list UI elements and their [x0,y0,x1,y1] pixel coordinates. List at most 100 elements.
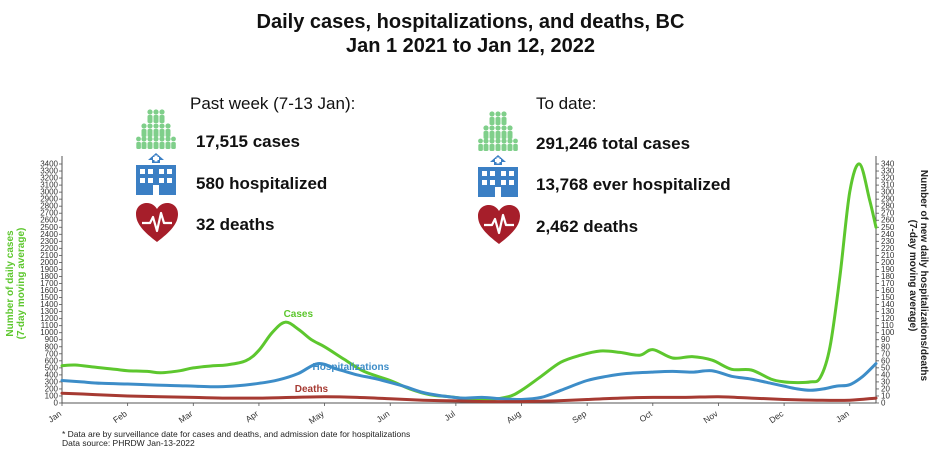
y-left-tick-label: 2100 [40,251,58,260]
series-line-hospitalizations [60,362,878,402]
x-tick-label: Sep [570,408,588,425]
y-left-tick-label: 3200 [40,174,58,183]
y-right-tick-label: 200 [881,258,895,267]
y-right-tick-label: 80 [881,342,890,351]
to-date-hospitalized: 13,768 ever hospitalized [536,175,731,194]
y-right-tick-label: 310 [881,181,895,190]
y-right-tick-label: 0 [881,399,886,408]
y-left-tick-label: 500 [45,363,59,372]
series-label-deaths: Deaths [295,384,329,395]
y-left-tick-label: 1600 [40,286,58,295]
y-left-tick-label: 100 [45,391,59,400]
y-right-tick-label: 160 [881,286,895,295]
y-right-tick-label: 60 [881,356,890,365]
y-left-tick-label: 2700 [40,209,58,218]
x-tick-label: Jun [374,408,391,424]
y-right-tick-label: 120 [881,314,895,323]
y-right-tick-label: 320 [881,174,895,183]
y-right-tick-label: 190 [881,265,895,274]
y-left-tick-label: 1500 [40,293,58,302]
y-axis-left-title: Number of daily cases(7-day moving avera… [5,228,27,340]
past-week-heading: Past week (7-13 Jan): [190,94,356,113]
y-right-tick-label: 180 [881,272,895,281]
y-right-tick-label: 270 [881,209,895,218]
y-left-tick-label: 0 [54,399,59,408]
series-label-cases: Cases [284,309,314,320]
y-right-tick-label: 40 [881,370,890,379]
x-tick-label: Jul [442,408,457,422]
x-tick-label: Mar [177,408,195,425]
heart-icon [478,205,520,244]
hospital-icon [478,155,518,197]
y-left-tick-label: 3100 [40,181,58,190]
y-right-tick-label: 220 [881,244,895,253]
y-left-tick-label: 700 [45,349,59,358]
y-right-tick-label: 130 [881,307,895,316]
y-right-tick-label: 230 [881,237,895,246]
chart-title-line1: Daily cases, hospitalizations, and death… [256,11,685,33]
y-right-tick-label: 140 [881,300,895,309]
past-week-cases: 17,515 cases [196,132,300,151]
chart-title-line2: Jan 1 2021 to Jan 12, 2022 [345,35,596,57]
y-left-tick-label: 400 [45,370,59,379]
y-right-tick-label: 110 [881,321,894,330]
y-axis-right-title: Number of new daily hospitalizations/dea… [907,170,929,382]
y-left-tick-label: 1900 [40,265,58,274]
series-label-hospitalizations: Hospitalizations [312,362,389,373]
y-left-tick-label: 2600 [40,216,58,225]
y-right-tick-label: 210 [881,251,895,260]
y-right-tick-label: 150 [881,293,895,302]
series-line-cases [60,162,878,402]
chart-series [60,162,878,404]
people-icon [478,111,518,151]
y-left-tick-label: 2300 [40,237,58,246]
y-left-tick-label: 2000 [40,258,58,267]
y-left-tick-label: 2800 [40,202,58,211]
y-left-tick-label: 2200 [40,244,58,253]
series-line-deaths [60,391,878,404]
y-right-tick-label: 330 [881,167,895,176]
y-left-tick-label: 1700 [40,279,58,288]
y-right-tick-label: 70 [881,349,890,358]
y-left-tick-label: 1800 [40,272,58,281]
y-right-tick-label: 100 [881,328,895,337]
past-week-hospitalized: 580 hospitalized [196,174,328,193]
x-tick-label: Aug [505,408,523,425]
y-right-tick-label: 300 [881,188,895,197]
past-week-deaths: 32 deaths [196,215,275,234]
x-tick-label: Jan [46,408,63,424]
y-left-tick-label: 3300 [40,167,58,176]
y-left-tick-label: 1300 [40,307,58,316]
y-right-tick-label: 260 [881,216,895,225]
y-left-tick-label: 3400 [40,160,58,169]
y-left-tick-label: 600 [45,356,59,365]
x-tick-label: Dec [767,408,786,425]
y-left-tick-label: 800 [45,342,59,351]
y-right-tick-label: 340 [881,160,895,169]
y-left-tick-label: 3000 [40,188,58,197]
y-right-tick-label: 250 [881,223,895,232]
x-tick-label: May [307,408,327,426]
y-right-tick-label: 20 [881,384,890,393]
y-right-tick-label: 30 [881,377,890,386]
y-left-tick-label: 1200 [40,314,58,323]
y-right-tick-label: 240 [881,230,895,239]
to-date-deaths: 2,462 deaths [536,217,639,236]
hospital-icon [136,153,176,195]
y-left-tick-label: 2500 [40,223,58,232]
x-tick-label: Jan [834,408,851,424]
y-right-tick-label: 10 [881,391,890,400]
y-left-tick-label: 2400 [40,230,58,239]
to-date-cases: 291,246 total cases [536,134,691,153]
y-right-tick-label: 290 [881,195,895,204]
x-tick-label: Feb [111,408,129,425]
y-left-tick-label: 300 [45,377,59,386]
y-left-tick-label: 900 [45,335,59,344]
footnote: * Data are by surveillance date for case… [62,429,411,439]
y-right-tick-label: 170 [881,279,895,288]
y-right-tick-label: 90 [881,335,890,344]
x-tick-label: Oct [637,408,654,424]
y-left-tick-label: 1100 [41,321,59,330]
data-source: Data source: PHRDW Jan-13-2022 [62,438,195,448]
